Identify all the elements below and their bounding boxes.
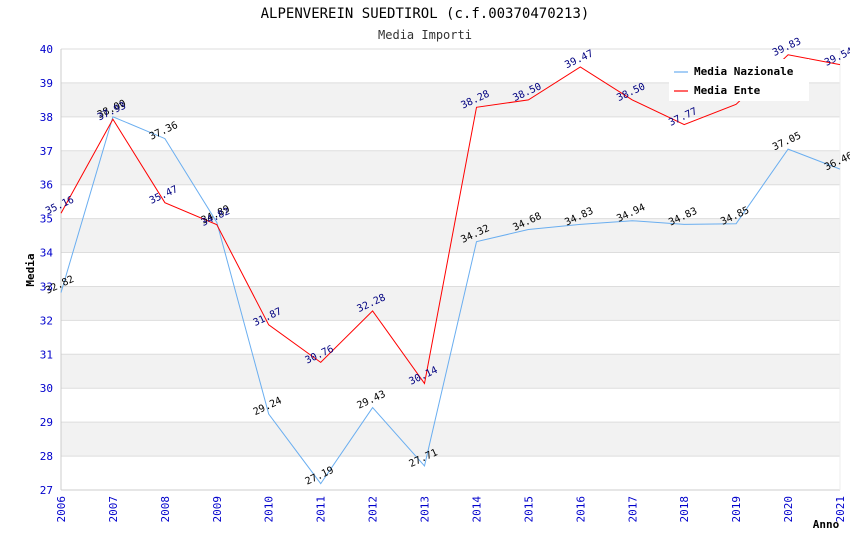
y-axis-label: Media [24, 253, 37, 286]
y-tick-label: 29 [40, 416, 53, 429]
y-tick-label: 39 [40, 77, 53, 90]
y-tick-label: 28 [40, 450, 53, 463]
y-tick-label: 27 [40, 484, 53, 497]
x-tick-label: 2006 [55, 496, 68, 523]
y-tick-label: 31 [40, 348, 53, 361]
series-line-media-ente [60, 54, 841, 385]
grid-band [61, 252, 840, 287]
grid-bands [61, 48, 840, 491]
grid-band [61, 388, 840, 423]
legend: Media Nazionale Media Ente [669, 59, 809, 101]
y-tick-label: 40 [40, 43, 53, 56]
legend-box [669, 59, 809, 101]
x-tick-label: 2017 [626, 496, 639, 523]
x-tick-label: 2018 [678, 496, 691, 523]
x-tick-label: 2021 [834, 496, 847, 523]
y-tick-label: 37 [40, 145, 53, 158]
grid-band [61, 286, 840, 321]
y-tick-label: 32 [40, 314, 53, 327]
series-lines [60, 54, 841, 485]
grid-band [61, 150, 840, 185]
legend-label-media-nazionale: Media Nazionale [694, 65, 794, 78]
x-tick-label: 2014 [470, 496, 483, 523]
y-tick-label: 38 [40, 111, 53, 124]
tick-labels: 27 28 29 30 31 32 33 34 35 36 37 38 39 40 2006 2007 2008… [40, 43, 847, 523]
x-tick-label: 2008 [159, 496, 172, 523]
series-line-media-nazionale [60, 116, 841, 485]
chart-title: ALPENVEREIN SUEDTIROL (c.f.00370470213) [261, 6, 590, 22]
grid-band [61, 456, 840, 490]
x-tick-label: 2020 [782, 496, 795, 523]
legend-label-media-ente: Media Ente [694, 84, 761, 97]
y-tick-label: 33 [40, 280, 53, 293]
x-tick-label: 2016 [574, 496, 587, 523]
y-tick-label: 35 [40, 213, 53, 226]
y-tick-label: 30 [40, 382, 53, 395]
grid-band [61, 422, 840, 457]
y-tick-label: 36 [40, 179, 53, 192]
x-tick-label: 2007 [107, 496, 120, 523]
chart-subtitle: Media Importi [378, 28, 472, 42]
grid-band [61, 116, 840, 151]
grid-band [61, 354, 840, 389]
x-tick-label: 2013 [419, 496, 432, 523]
grid-band [61, 320, 840, 355]
y-tick-label: 34 [40, 247, 54, 260]
x-tick-label: 2010 [263, 496, 276, 523]
x-axis-label: Anno [813, 518, 840, 531]
x-tick-label: 2012 [367, 496, 380, 523]
grid-band [61, 184, 840, 219]
x-tick-label: 2009 [211, 496, 224, 523]
x-tick-label: 2015 [522, 496, 535, 523]
axes [60, 49, 841, 491]
x-tick-label: 2019 [730, 496, 743, 523]
x-tick-label: 2011 [315, 496, 328, 523]
